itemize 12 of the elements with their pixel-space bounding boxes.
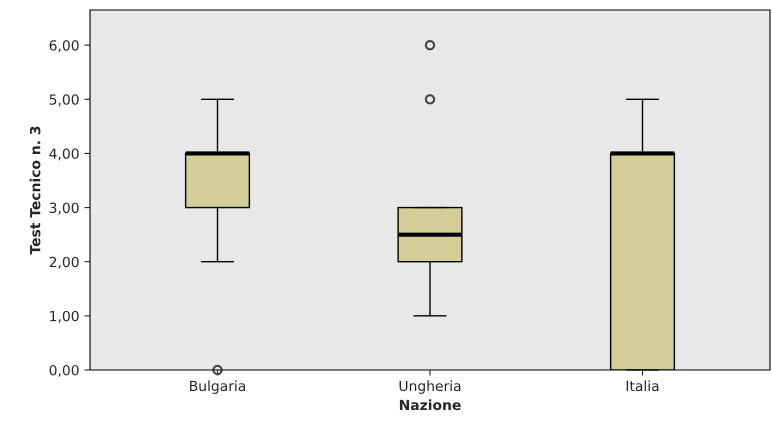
x-tick-label: Italia [626,380,658,392]
y-tick-label: 1,00 [50,310,79,323]
x-axis-title: Nazione [400,399,461,410]
y-tick-label: 2,00 [50,256,79,269]
x-tick-label: Bulgaria [190,380,246,394]
y-tick-label: 6,00 [50,40,79,52]
y-axis-title: Test Tecnico n. 3 [30,126,40,254]
y-tick-label: 4,00 [49,148,79,160]
y-tick-label: 3,00 [50,202,79,214]
x-tick-label: Ungheria [400,380,460,394]
y-tick-label: 5,00 [50,94,79,106]
y-tick-label: 0,00 [50,364,79,377]
